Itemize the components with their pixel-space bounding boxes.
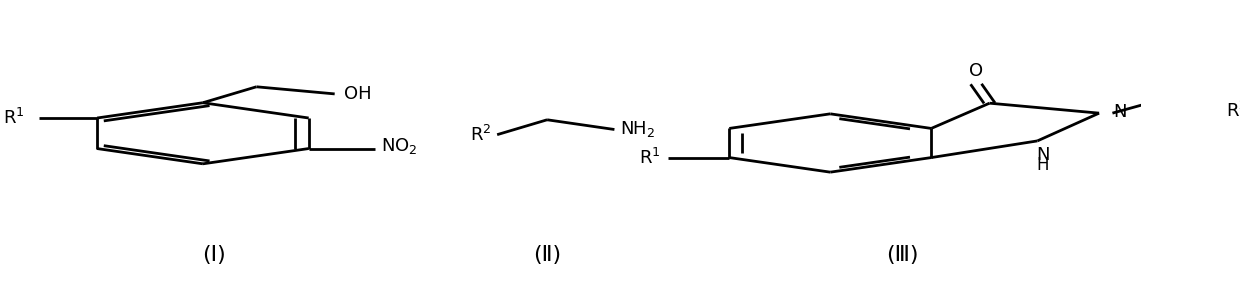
Text: N: N — [1114, 103, 1127, 121]
Text: NH$_2$: NH$_2$ — [620, 120, 655, 140]
Text: O: O — [968, 62, 983, 80]
Text: (Ⅰ): (Ⅰ) — [202, 245, 226, 265]
Text: NO$_2$: NO$_2$ — [381, 136, 418, 156]
Text: R$^2$: R$^2$ — [1226, 100, 1240, 121]
Text: N: N — [1037, 146, 1050, 164]
Text: H: H — [1037, 156, 1049, 174]
Text: (Ⅱ): (Ⅱ) — [533, 245, 562, 265]
Text: R$^1$: R$^1$ — [4, 108, 25, 128]
Text: R$^2$: R$^2$ — [470, 125, 491, 145]
Text: R$^1$: R$^1$ — [639, 148, 661, 168]
Text: (Ⅲ): (Ⅲ) — [887, 245, 919, 265]
Text: OH: OH — [343, 85, 371, 103]
